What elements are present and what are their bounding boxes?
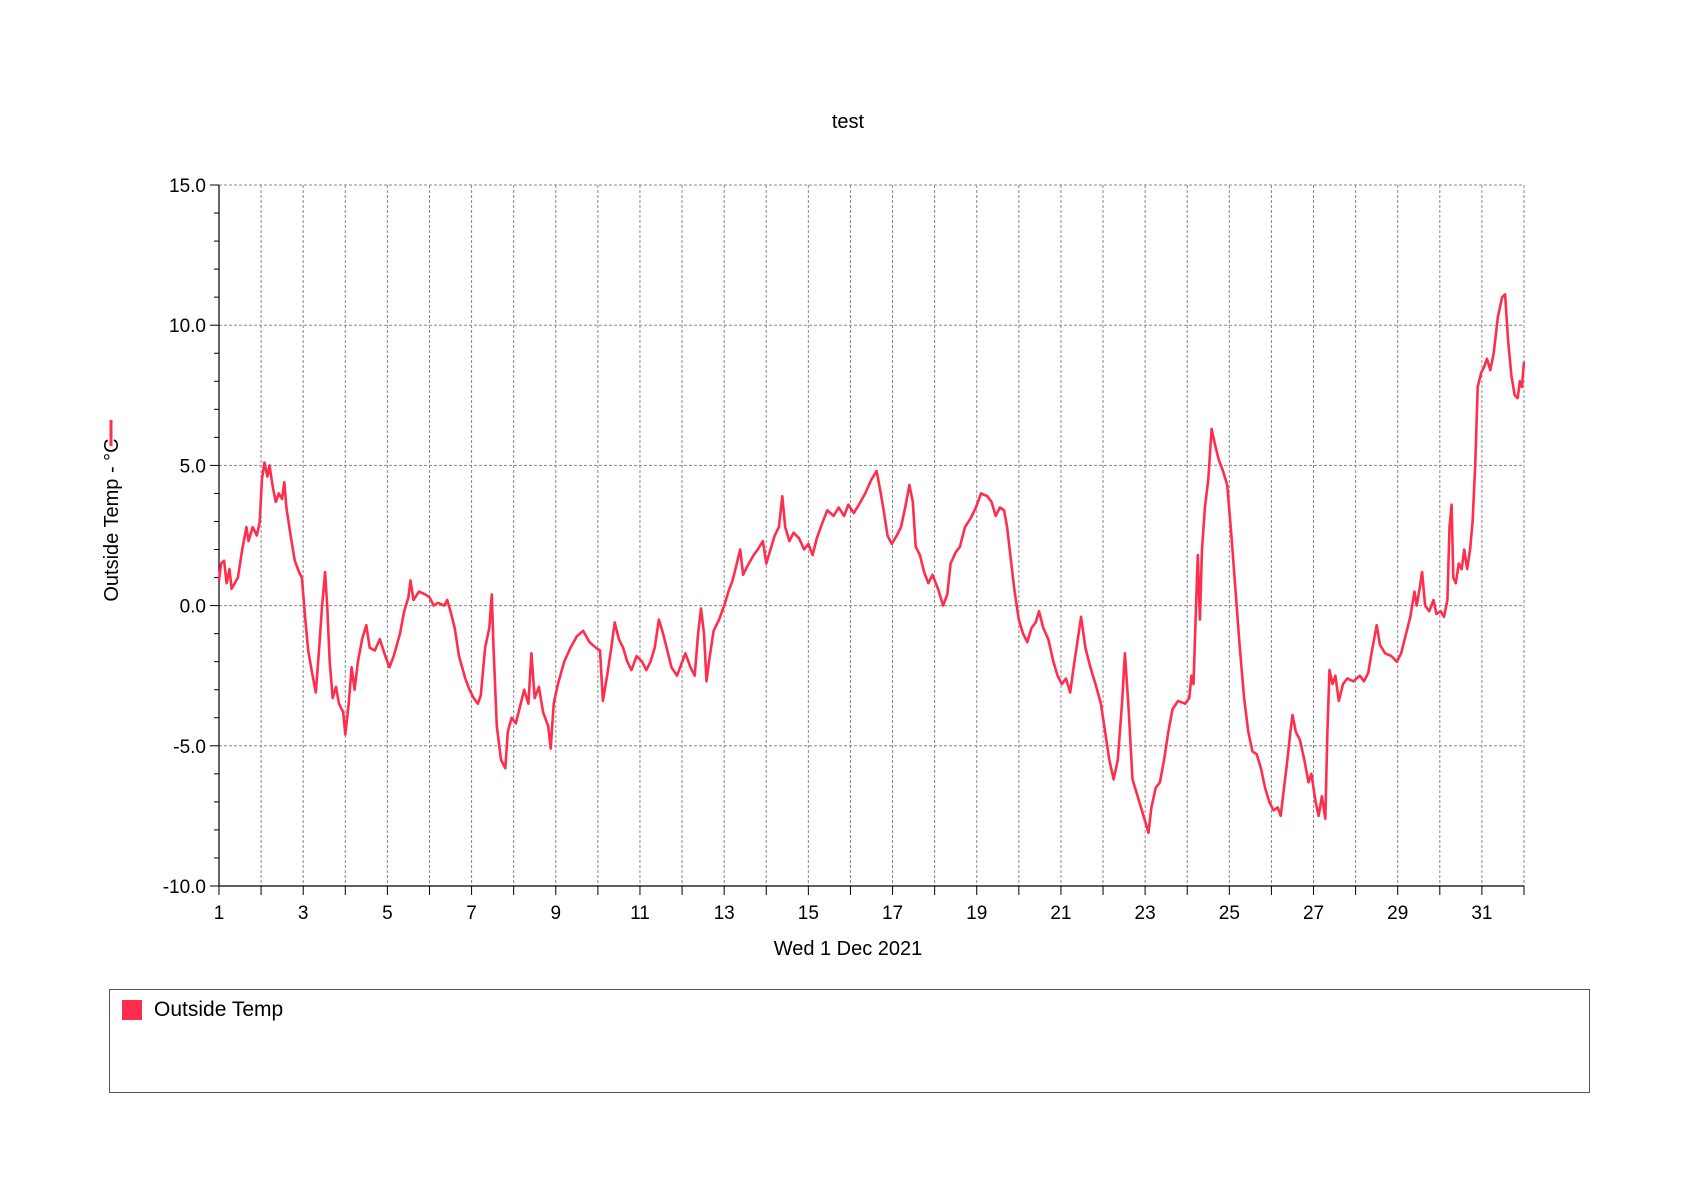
- x-tick-label: 15: [798, 903, 819, 924]
- x-tick-label: 27: [1303, 903, 1324, 924]
- series-line-outside-temp: [217, 293, 1526, 834]
- y-tick-label: -5.0: [173, 737, 206, 758]
- legend-swatch: [122, 1000, 142, 1020]
- legend: Outside Temp: [109, 989, 1590, 1093]
- y-axis-title-group: Outside Temp - °C: [101, 438, 123, 601]
- axes: [210, 184, 1525, 895]
- y-tick-label: -10.0: [163, 877, 206, 898]
- x-tick-label: 7: [466, 903, 477, 924]
- y-tick-label: 15.0: [169, 176, 206, 197]
- x-tick-label: 17: [882, 903, 903, 924]
- x-tick-label: 29: [1387, 903, 1408, 924]
- x-tick-label: 25: [1219, 903, 1240, 924]
- y-tick-label: 0.0: [180, 597, 206, 618]
- x-tick-label: 13: [714, 903, 735, 924]
- grid: [219, 184, 1525, 886]
- x-tick-label: 31: [1471, 903, 1492, 924]
- x-tick-label: 19: [966, 903, 987, 924]
- x-tick-label: 21: [1050, 903, 1071, 924]
- chart-title: test: [832, 111, 865, 133]
- x-tick-label: 3: [298, 903, 309, 924]
- legend-label: Outside Temp: [154, 998, 284, 1021]
- series-layer: [217, 293, 1526, 834]
- x-tick-label: 9: [550, 903, 561, 924]
- x-tick-label: 5: [382, 903, 393, 924]
- legend-item-outside-temp: Outside Temp: [122, 998, 283, 1022]
- y-axis-title: Outside Temp - °C: [101, 438, 123, 601]
- x-tick-label: 11: [630, 903, 650, 924]
- x-axis-title: Wed 1 Dec 2021: [774, 938, 923, 960]
- y-tick-label: 5.0: [180, 456, 206, 477]
- y-tick-label: 10.0: [169, 316, 206, 337]
- x-tick-label: 23: [1135, 903, 1156, 924]
- tick-labels: -10.0-5.00.05.010.015.01 3 5 7 9 11 13 15 17 19 21…: [163, 176, 1493, 924]
- x-tick-label: 1: [214, 903, 225, 924]
